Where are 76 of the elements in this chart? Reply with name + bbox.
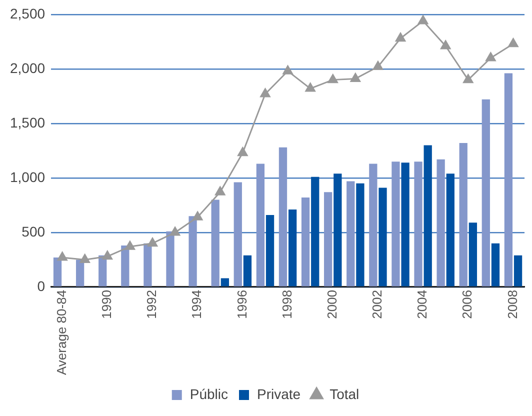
point xyxy=(102,250,112,260)
bar xyxy=(378,188,387,286)
y-tick-label: 1,000 xyxy=(10,168,46,185)
x-tick-label: 2000 xyxy=(324,290,340,319)
bar xyxy=(504,73,513,286)
bar xyxy=(334,174,342,286)
y-tick-label: 2,500 xyxy=(10,5,46,22)
x-tick-label: 2004 xyxy=(414,290,430,319)
x-tick-label: 1998 xyxy=(279,290,294,319)
point xyxy=(57,252,68,261)
bar xyxy=(424,145,432,286)
bar xyxy=(220,278,229,286)
bar xyxy=(288,210,297,286)
x-tick-label: 1990 xyxy=(98,290,114,319)
y-tick-label: 0 xyxy=(37,278,46,294)
point xyxy=(305,82,316,92)
bar xyxy=(243,255,252,286)
point xyxy=(440,40,451,50)
bar xyxy=(392,162,400,286)
y-tick-label: 1,500 xyxy=(10,114,46,130)
point xyxy=(508,38,518,48)
point xyxy=(124,240,136,250)
bar xyxy=(459,143,468,286)
point xyxy=(147,238,158,247)
bar xyxy=(514,255,522,286)
bar xyxy=(482,99,490,286)
bar xyxy=(401,162,410,286)
bar xyxy=(436,159,445,286)
point xyxy=(418,15,428,24)
point xyxy=(215,186,226,196)
legend-label: Total xyxy=(330,386,360,402)
point xyxy=(80,254,90,263)
point xyxy=(170,226,180,236)
bar xyxy=(301,198,310,286)
x-tick-label: 2006 xyxy=(460,290,475,319)
bar xyxy=(166,231,174,286)
bar xyxy=(324,192,332,286)
bar xyxy=(76,260,84,286)
bar xyxy=(256,164,265,286)
point xyxy=(463,74,474,84)
y-tick-label: 500 xyxy=(22,223,46,240)
bar xyxy=(144,243,152,286)
y-tick-label: 2,000 xyxy=(10,60,46,76)
bar xyxy=(121,246,130,286)
x-tick-label: 1996 xyxy=(234,290,250,319)
point xyxy=(350,72,360,82)
legend-label: Públic xyxy=(190,386,228,402)
point xyxy=(328,74,338,84)
point xyxy=(192,211,203,220)
bar xyxy=(346,181,355,286)
point xyxy=(260,88,270,98)
bar xyxy=(356,183,364,286)
bar xyxy=(98,255,107,286)
bar xyxy=(278,147,288,286)
point xyxy=(486,52,496,62)
x-tick-label: Average 80-84 xyxy=(54,290,69,375)
x-tick-label: 2008 xyxy=(504,290,520,319)
point xyxy=(282,65,293,74)
x-tick-label: 1994 xyxy=(189,290,204,319)
bar xyxy=(311,176,320,286)
bar xyxy=(369,164,378,286)
bar xyxy=(234,182,242,286)
point xyxy=(395,32,406,42)
legend-label: Private xyxy=(256,386,301,402)
bar xyxy=(266,215,274,286)
bar xyxy=(491,243,500,286)
point xyxy=(238,147,248,156)
x-tick-label: 2002 xyxy=(370,290,385,319)
bar xyxy=(188,216,197,286)
bar xyxy=(414,162,422,286)
point xyxy=(372,60,384,70)
bar xyxy=(53,258,62,286)
bar xyxy=(211,200,220,286)
x-tick-label: 1992 xyxy=(144,290,160,319)
bar xyxy=(468,222,478,286)
bar xyxy=(446,174,454,286)
